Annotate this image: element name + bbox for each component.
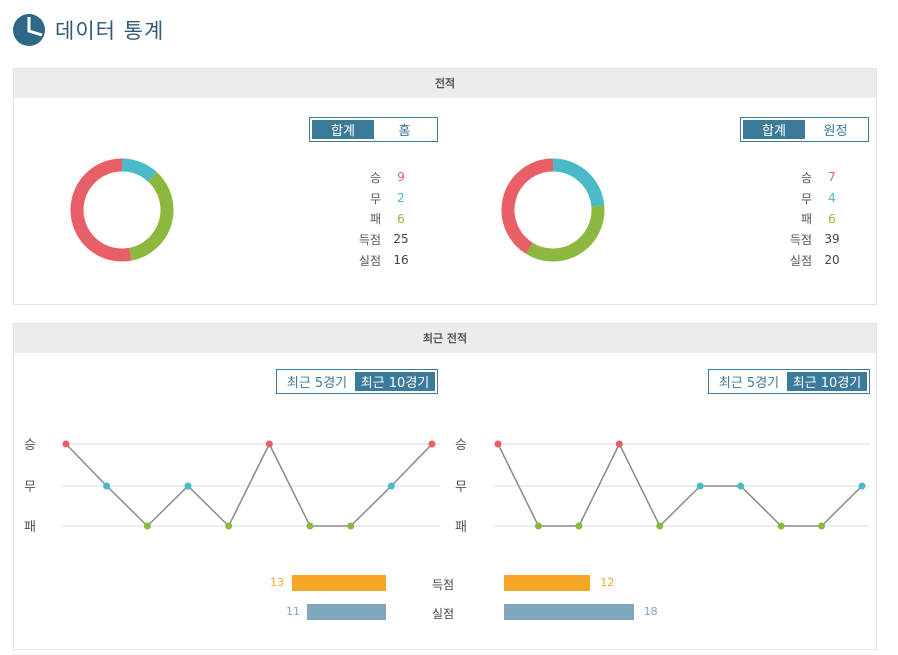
result-line xyxy=(65,442,433,528)
stat-label: 실점 xyxy=(789,253,812,268)
result-line xyxy=(497,442,863,528)
result-point xyxy=(696,482,704,490)
stat-label: 승 xyxy=(369,170,381,185)
recent-line-chart-left xyxy=(62,440,440,530)
y-label-win: 승 xyxy=(455,438,467,453)
donut-slice-win xyxy=(501,158,554,254)
stat-value: 4 xyxy=(828,191,836,206)
stat-value: 16 xyxy=(393,253,409,268)
right-conceded-bar xyxy=(504,604,634,620)
stat-label: 득점 xyxy=(789,232,812,247)
record-left-tabs: 합계 홈 xyxy=(309,117,438,142)
stat-value: 25 xyxy=(393,232,409,247)
left-conceded-bar xyxy=(306,604,386,620)
stat-value: 6 xyxy=(828,211,836,226)
recent-line-chart-right xyxy=(494,440,870,530)
stat-value: 6 xyxy=(397,211,405,226)
result-point xyxy=(615,440,623,448)
stat-value: 20 xyxy=(824,253,840,268)
stat-label: 패 xyxy=(800,212,812,227)
page-header: 데이터 통계 xyxy=(12,12,164,48)
conceded-label: 실점 xyxy=(432,607,455,621)
record-panel-title: 전적 xyxy=(14,69,876,98)
donut-slice-loss xyxy=(525,205,605,262)
result-point xyxy=(777,522,785,530)
result-point xyxy=(534,522,542,530)
result-point xyxy=(818,522,826,530)
tab-last-5-right[interactable]: 최근 5경기 xyxy=(718,376,780,391)
stat-label: 무 xyxy=(369,191,381,206)
result-point xyxy=(103,482,111,490)
donut-slice-draw xyxy=(121,158,157,182)
stat-label: 승 xyxy=(800,170,812,185)
tab-total-left[interactable]: 합계 xyxy=(312,120,374,139)
donut-slice-win xyxy=(70,158,132,262)
result-point xyxy=(858,482,866,490)
stat-label: 무 xyxy=(800,191,812,206)
page-title: 데이터 통계 xyxy=(55,19,165,43)
stat-value: 9 xyxy=(397,170,405,185)
tab-last-10-right[interactable]: 최근 10경기 xyxy=(787,372,867,391)
left-goals-bar xyxy=(292,575,386,591)
stat-row-conceded: 실점 20 xyxy=(772,250,852,271)
record-donut-right xyxy=(501,158,605,262)
result-point xyxy=(143,522,151,530)
tab-home[interactable]: 홈 xyxy=(398,124,411,139)
stat-row-conceded: 실점 16 xyxy=(341,250,421,271)
y-label-loss: 패 xyxy=(455,520,467,535)
tab-away[interactable]: 원정 xyxy=(823,124,848,139)
stat-value: 7 xyxy=(828,170,836,185)
stat-row-goals: 득점 25 xyxy=(341,229,421,250)
y-label-draw: 무 xyxy=(455,480,467,495)
stat-label: 실점 xyxy=(358,253,381,268)
y-label-win: 승 xyxy=(24,438,36,453)
stat-value: 2 xyxy=(397,191,405,206)
result-point xyxy=(656,522,664,530)
recent-left-tabs: 최근 5경기 최근 10경기 xyxy=(276,369,438,394)
result-point xyxy=(575,522,583,530)
donut-slice-draw xyxy=(552,158,605,207)
y-label-loss: 패 xyxy=(24,520,36,535)
goals-label: 득점 xyxy=(432,578,455,592)
donut-slice-loss xyxy=(128,171,174,261)
left-conceded-value: 11 xyxy=(286,605,300,618)
stat-label: 득점 xyxy=(358,232,381,247)
result-point xyxy=(62,440,70,448)
recent-panel-title: 최근 전적 xyxy=(14,324,876,353)
left-goals-value: 13 xyxy=(270,576,284,589)
result-point xyxy=(428,440,436,448)
pie-chart-icon xyxy=(13,14,45,46)
stat-label: 패 xyxy=(369,212,381,227)
stat-value: 39 xyxy=(824,232,840,247)
result-point xyxy=(225,522,233,530)
record-right-tabs: 합계 원정 xyxy=(740,117,869,142)
tab-last-10-left[interactable]: 최근 10경기 xyxy=(355,372,435,391)
recent-right-tabs: 최근 5경기 최근 10경기 xyxy=(708,369,870,394)
tab-last-5-left[interactable]: 최근 5경기 xyxy=(286,376,348,391)
result-point xyxy=(494,440,502,448)
right-conceded-value: 18 xyxy=(643,605,658,618)
right-goals-value: 12 xyxy=(600,576,615,589)
result-point xyxy=(306,522,314,530)
record-donut-left xyxy=(70,158,174,262)
y-label-draw: 무 xyxy=(24,480,36,495)
result-point xyxy=(347,522,355,530)
recent-panel: 최근 전적 최근 5경기 최근 10경기 최근 5경기 최근 10경기 승 무 … xyxy=(13,323,877,650)
result-point xyxy=(387,482,395,490)
result-point xyxy=(265,440,273,448)
result-point xyxy=(184,482,192,490)
right-goals-bar xyxy=(504,575,591,591)
result-point xyxy=(737,482,745,490)
tab-total-right[interactable]: 합계 xyxy=(743,120,805,139)
stat-row-goals: 득점 39 xyxy=(772,229,852,250)
